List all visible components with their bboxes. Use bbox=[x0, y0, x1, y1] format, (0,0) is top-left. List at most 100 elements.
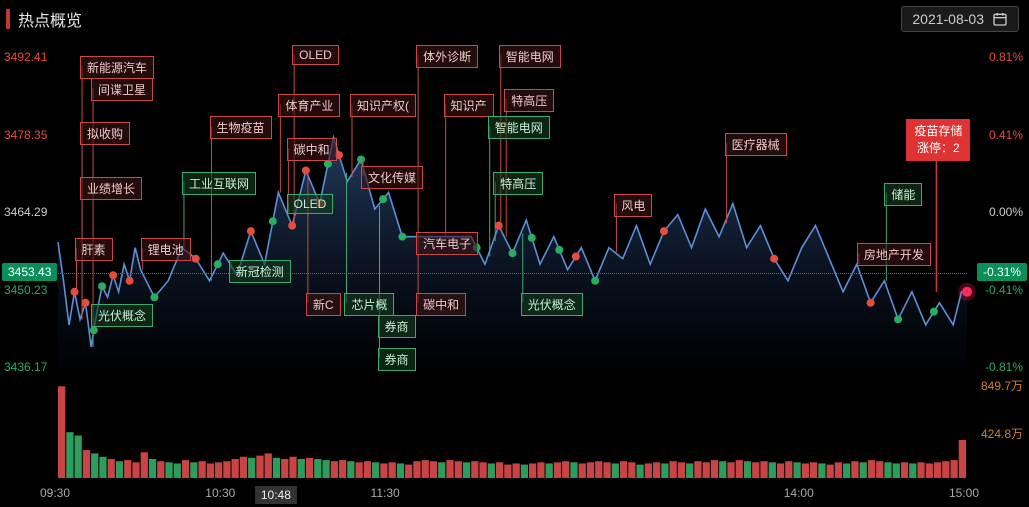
event-dot[interactable] bbox=[288, 222, 296, 230]
event-dot[interactable] bbox=[572, 252, 580, 260]
volume-bar bbox=[223, 461, 230, 478]
event-dot[interactable] bbox=[247, 227, 255, 235]
volume-bar bbox=[413, 461, 420, 478]
special-hotspot-tag[interactable]: 疫苗存储涨停：2 bbox=[906, 119, 970, 161]
volume-bar bbox=[860, 462, 867, 478]
chart-area[interactable]: 3492.413478.353464.293450.233436.170.81%… bbox=[0, 38, 1029, 507]
date-picker[interactable]: 2021-08-03 bbox=[901, 6, 1019, 32]
volume-bar bbox=[91, 453, 98, 478]
hotspot-tag[interactable]: 体育产业 bbox=[278, 94, 340, 117]
hotspot-tag[interactable]: 知识产 bbox=[444, 94, 494, 117]
event-dot[interactable] bbox=[528, 234, 536, 242]
event-dot[interactable] bbox=[98, 282, 106, 290]
hotspot-tag[interactable]: 芯片概 bbox=[344, 293, 394, 316]
hotspot-tag[interactable]: 风电 bbox=[614, 194, 652, 217]
volume-axis-label: 849.7万 bbox=[981, 377, 1023, 394]
volume-bar bbox=[479, 462, 486, 478]
calendar-icon bbox=[992, 11, 1008, 27]
event-dot[interactable] bbox=[150, 293, 158, 301]
volume-bar bbox=[372, 462, 379, 478]
event-dot[interactable] bbox=[71, 288, 79, 296]
hotspot-tag[interactable]: 新能源汽车 bbox=[80, 56, 154, 79]
volume-bar bbox=[719, 461, 726, 478]
volume-bar bbox=[670, 461, 677, 478]
event-dot[interactable] bbox=[90, 326, 98, 334]
hotspot-tag[interactable]: OLED bbox=[292, 45, 339, 65]
volume-bar bbox=[603, 462, 610, 478]
hotspot-tag[interactable]: 体外诊断 bbox=[416, 45, 478, 68]
hotspot-tag[interactable]: 知识产权( bbox=[350, 94, 416, 117]
event-dot[interactable] bbox=[192, 255, 200, 263]
hotspot-tag[interactable]: 肝素 bbox=[75, 238, 113, 261]
volume-bar bbox=[149, 459, 156, 478]
volume-bar bbox=[818, 463, 825, 478]
hotspot-tag[interactable]: 光伏概念 bbox=[91, 304, 153, 327]
hotspot-tag[interactable]: 拟收购 bbox=[80, 122, 130, 145]
event-dot[interactable] bbox=[591, 277, 599, 285]
volume-bar bbox=[496, 462, 503, 478]
event-dot[interactable] bbox=[357, 155, 365, 163]
volume-bar bbox=[58, 386, 65, 478]
volume-bar bbox=[240, 457, 247, 478]
hotspot-tag[interactable]: OLED bbox=[287, 194, 334, 214]
volume-bar bbox=[347, 461, 354, 478]
hotspot-tag[interactable]: 碳中和 bbox=[416, 293, 466, 316]
volume-bar bbox=[182, 460, 189, 478]
hotspot-tag[interactable]: 医疗器械 bbox=[725, 133, 787, 156]
volume-bar bbox=[141, 452, 148, 478]
volume-bar bbox=[810, 462, 817, 478]
volume-bar bbox=[207, 463, 214, 478]
volume-bar bbox=[99, 457, 106, 478]
volume-bar bbox=[273, 458, 280, 478]
hotspot-tag[interactable]: 特高压 bbox=[493, 172, 543, 195]
hotspot-tag[interactable]: 新C bbox=[306, 293, 341, 316]
volume-bar bbox=[256, 456, 263, 478]
event-dot[interactable] bbox=[82, 299, 90, 307]
hotspot-tag[interactable]: 券商 bbox=[378, 348, 416, 371]
volume-bar bbox=[595, 461, 602, 478]
event-dot[interactable] bbox=[302, 167, 310, 175]
hotspot-tag[interactable]: 汽车电子 bbox=[416, 232, 478, 255]
hotspot-tag[interactable]: 工业互联网 bbox=[182, 172, 256, 195]
volume-bar bbox=[124, 460, 131, 478]
event-dot[interactable] bbox=[379, 195, 387, 203]
volume-bar bbox=[570, 462, 577, 478]
hotspot-tag[interactable]: 碳中和 bbox=[287, 138, 337, 161]
event-dot[interactable] bbox=[495, 222, 503, 230]
event-dot[interactable] bbox=[555, 246, 563, 254]
hotspot-tag[interactable]: 间谍卫星 bbox=[91, 78, 153, 101]
hotspot-tag[interactable]: 智能电网 bbox=[488, 116, 550, 139]
hotspot-tag[interactable]: 文化传媒 bbox=[361, 166, 423, 189]
volume-bar bbox=[868, 460, 875, 478]
end-point-marker bbox=[962, 287, 972, 297]
hotspot-tag[interactable]: 特高压 bbox=[504, 89, 554, 112]
hotspot-tag[interactable]: 新冠检测 bbox=[229, 260, 291, 283]
hotspot-tag[interactable]: 光伏概念 bbox=[521, 293, 583, 316]
event-dot[interactable] bbox=[509, 249, 517, 257]
event-dot[interactable] bbox=[770, 255, 778, 263]
hotspot-tag[interactable]: 房地产开发 bbox=[857, 243, 931, 266]
event-dot[interactable] bbox=[126, 277, 134, 285]
hotspot-tag[interactable]: 券商 bbox=[378, 315, 416, 338]
event-dot[interactable] bbox=[214, 260, 222, 268]
event-dot[interactable] bbox=[930, 308, 938, 316]
current-price-badge: 3453.43 bbox=[2, 263, 57, 281]
volume-bar bbox=[504, 465, 511, 478]
event-dot[interactable] bbox=[894, 315, 902, 323]
hotspot-tag[interactable]: 储能 bbox=[884, 183, 922, 206]
hotspot-tag[interactable]: 业绩增长 bbox=[80, 177, 142, 200]
volume-bar bbox=[777, 463, 784, 478]
event-dot[interactable] bbox=[660, 227, 668, 235]
volume-bar bbox=[901, 462, 908, 478]
volume-bar bbox=[446, 460, 453, 478]
event-dot[interactable] bbox=[269, 217, 277, 225]
hotspot-tag[interactable]: 锂电池 bbox=[141, 238, 191, 261]
volume-bar bbox=[793, 462, 800, 478]
event-dot[interactable] bbox=[398, 233, 406, 241]
volume-bar bbox=[727, 462, 734, 478]
hotspot-tag[interactable]: 智能电网 bbox=[499, 45, 561, 68]
event-dot[interactable] bbox=[867, 299, 875, 307]
hotspot-tag[interactable]: 生物疫苗 bbox=[210, 116, 272, 139]
volume-bar bbox=[587, 462, 594, 478]
y-axis-left-tick: 3450.23 bbox=[4, 283, 47, 297]
